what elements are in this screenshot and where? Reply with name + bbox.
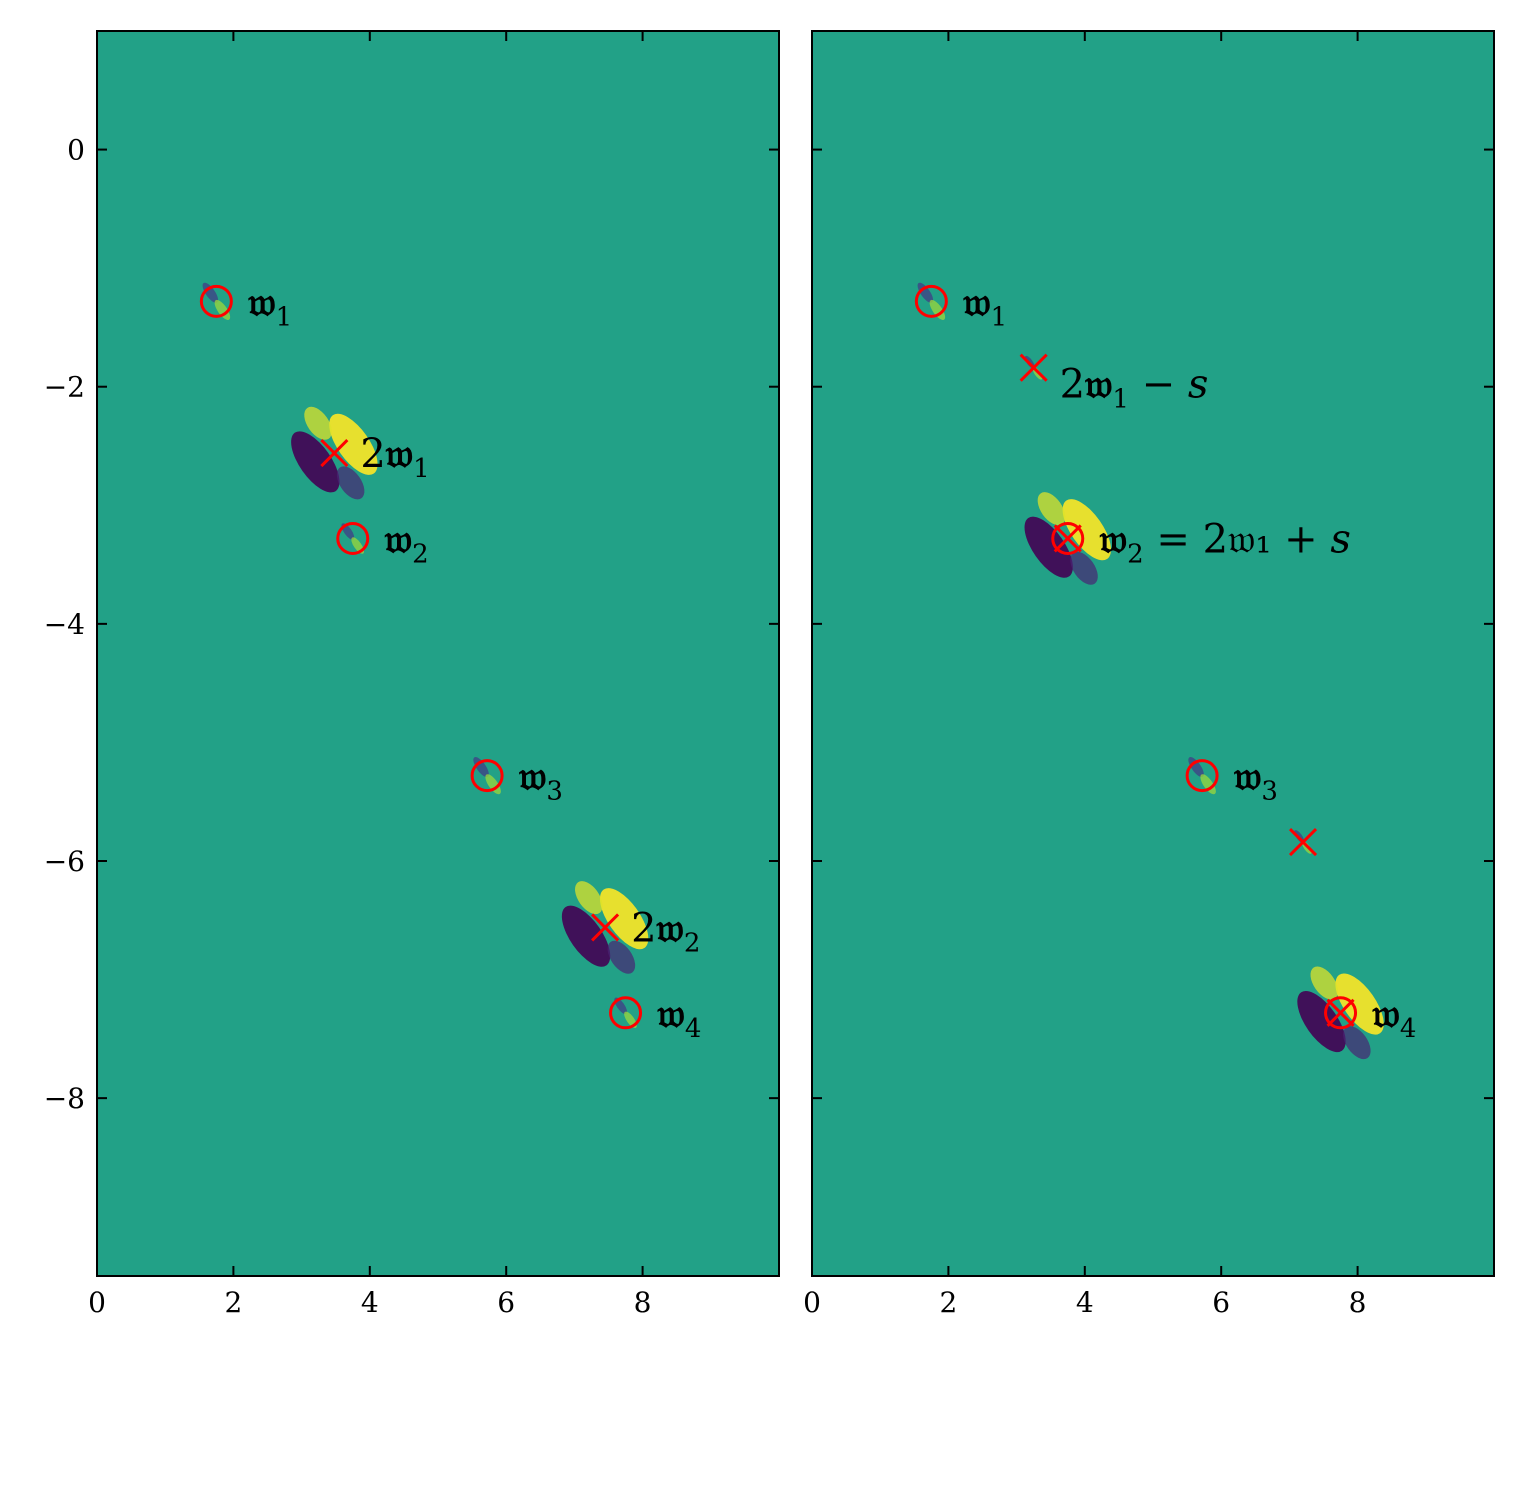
marker-label: 𝔴4 <box>657 990 702 1044</box>
circle-marker <box>609 996 643 1030</box>
cross-marker <box>1326 998 1355 1027</box>
marker-label: 𝔴1 <box>962 278 1007 332</box>
left-heatmap-panel: 0 2 4 6 8 0 −2 −4 −6 −8 2𝔴1 2𝔴2 𝔴1 𝔴2 𝔴3 𝔴4 <box>44 30 780 1319</box>
field-pole <box>1024 492 1111 585</box>
field-pole <box>473 756 501 795</box>
cross-marker <box>1288 827 1318 857</box>
cross-marker <box>1053 524 1082 553</box>
field-pole <box>561 881 649 974</box>
marker-label: 𝔴2 = 2𝔴₁ + s <box>1099 515 1351 569</box>
field-pole <box>1297 966 1384 1060</box>
x-tick-label: 0 <box>803 1286 821 1319</box>
axes-frame <box>811 30 1495 1277</box>
x-tick-label: 2 <box>224 1286 242 1319</box>
marker-label: 2𝔴1 − s <box>1060 361 1209 415</box>
x-tick-label: 6 <box>497 1286 515 1319</box>
heatmap-tint <box>97 31 779 1276</box>
circle-marker <box>914 284 948 318</box>
circle-marker <box>470 759 504 793</box>
marker-label: 𝔴1 <box>247 278 292 332</box>
field-pole <box>1188 756 1216 795</box>
circle-marker <box>1051 521 1085 555</box>
marker-label: 𝔴3 <box>1233 753 1278 807</box>
x-tick-label: 0 <box>88 1286 106 1319</box>
cross-marker <box>591 913 620 942</box>
x-tick-label: 8 <box>634 1286 652 1319</box>
marker-label: 2𝔴2 <box>631 904 700 958</box>
x-tick-label: 4 <box>361 1286 379 1319</box>
heatmap-tint <box>812 31 1494 1276</box>
heatmap-field <box>97 31 779 1276</box>
heatmap-background <box>812 31 1494 1276</box>
field-pole <box>202 282 231 320</box>
cross-marker <box>1019 353 1048 382</box>
right-heatmap-panel: 0 2 4 6 8 2𝔴1 − s 𝔴1 𝔴2 = 2𝔴₁ + s 𝔴3 𝔴4 <box>803 30 1495 1319</box>
y-tick-label: −4 <box>44 608 85 641</box>
marker-label: 𝔴3 <box>518 753 563 807</box>
circle-marker <box>1185 759 1219 793</box>
heatmap-field <box>812 31 1494 1276</box>
x-tick-label: 2 <box>939 1286 957 1319</box>
heatmap-background <box>97 31 779 1276</box>
y-tick-label: −8 <box>44 1082 85 1115</box>
x-tick-label: 6 <box>1212 1286 1230 1319</box>
marker-label: 𝔴4 <box>1372 990 1417 1044</box>
x-tick-label: 4 <box>1076 1286 1094 1319</box>
circle-marker <box>199 284 233 318</box>
marker-label: 2𝔴1 <box>360 430 429 484</box>
cross-marker <box>320 439 349 468</box>
axes-frame <box>96 30 780 1277</box>
field-pole <box>291 406 378 500</box>
circle-marker <box>1324 996 1358 1030</box>
y-tick-label: −6 <box>44 845 85 878</box>
marker-label: 𝔴2 <box>384 515 429 569</box>
y-tick-label: 0 <box>67 134 85 167</box>
circle-marker <box>336 521 370 555</box>
y-tick-label: −2 <box>44 371 85 404</box>
field-pole <box>917 282 946 320</box>
x-tick-label: 8 <box>1349 1286 1367 1319</box>
